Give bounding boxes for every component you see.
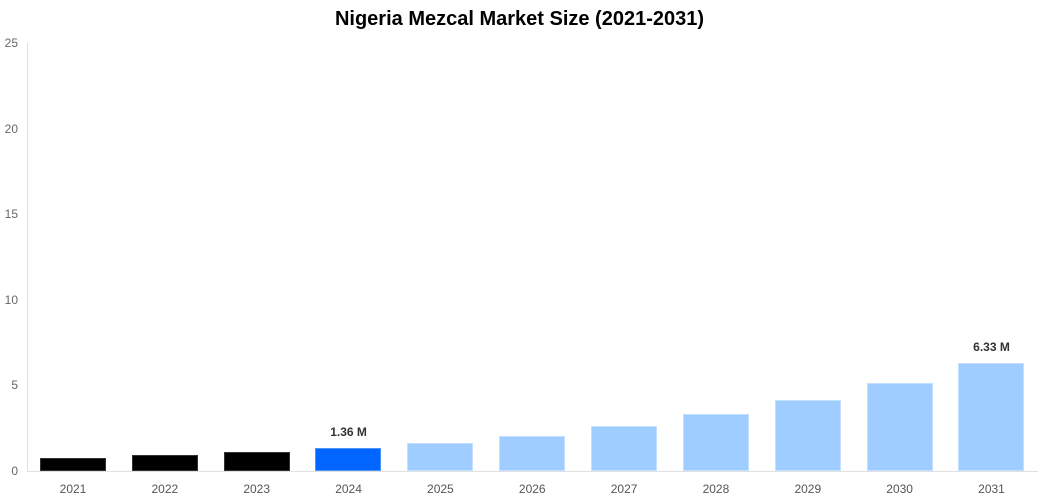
x-tick-label: 2021 — [59, 482, 87, 496]
y-tick-label: 0 — [11, 464, 18, 478]
x-tick-label: 2028 — [702, 482, 730, 496]
x-tick-label: 2029 — [794, 482, 822, 496]
bar-2024[interactable] — [315, 447, 382, 471]
y-tick-label: 25 — [4, 36, 18, 50]
bar-2023[interactable] — [223, 452, 290, 471]
chart-title: Nigeria Mezcal Market Size (2021-2031) — [334, 8, 705, 30]
x-tick-label: 2023 — [243, 482, 271, 496]
bar-2030[interactable] — [866, 382, 933, 471]
y-tick-label: 5 — [11, 378, 18, 393]
x-tick-label: 2030 — [886, 482, 913, 496]
x-tick-label: 2026 — [518, 482, 546, 496]
bar-2025[interactable] — [407, 442, 474, 471]
bar-2026[interactable] — [499, 435, 566, 471]
x-tick-label: 2024 — [335, 482, 362, 496]
y-axis-line — [27, 43, 28, 471]
y-tick-label: 10 — [4, 292, 18, 307]
bar-2027[interactable] — [591, 425, 658, 471]
bar-2022[interactable] — [131, 455, 198, 471]
y-tick-label: 20 — [4, 121, 18, 136]
bar-2031[interactable] — [958, 362, 1025, 471]
x-axis-line — [27, 471, 1038, 472]
x-tick-label: 2025 — [427, 482, 454, 496]
bar-2029[interactable] — [774, 399, 841, 471]
x-tick-label: 2027 — [610, 482, 638, 496]
value-label-2024: 1.36 M — [330, 424, 367, 439]
bar-2028[interactable] — [682, 413, 749, 471]
y-tick-label: 15 — [4, 207, 18, 222]
x-tick-label: 2031 — [978, 482, 1005, 496]
value-label-2031: 6.33 M — [973, 339, 1010, 354]
bar-2021[interactable] — [39, 457, 106, 471]
x-tick-label: 2022 — [151, 482, 179, 496]
